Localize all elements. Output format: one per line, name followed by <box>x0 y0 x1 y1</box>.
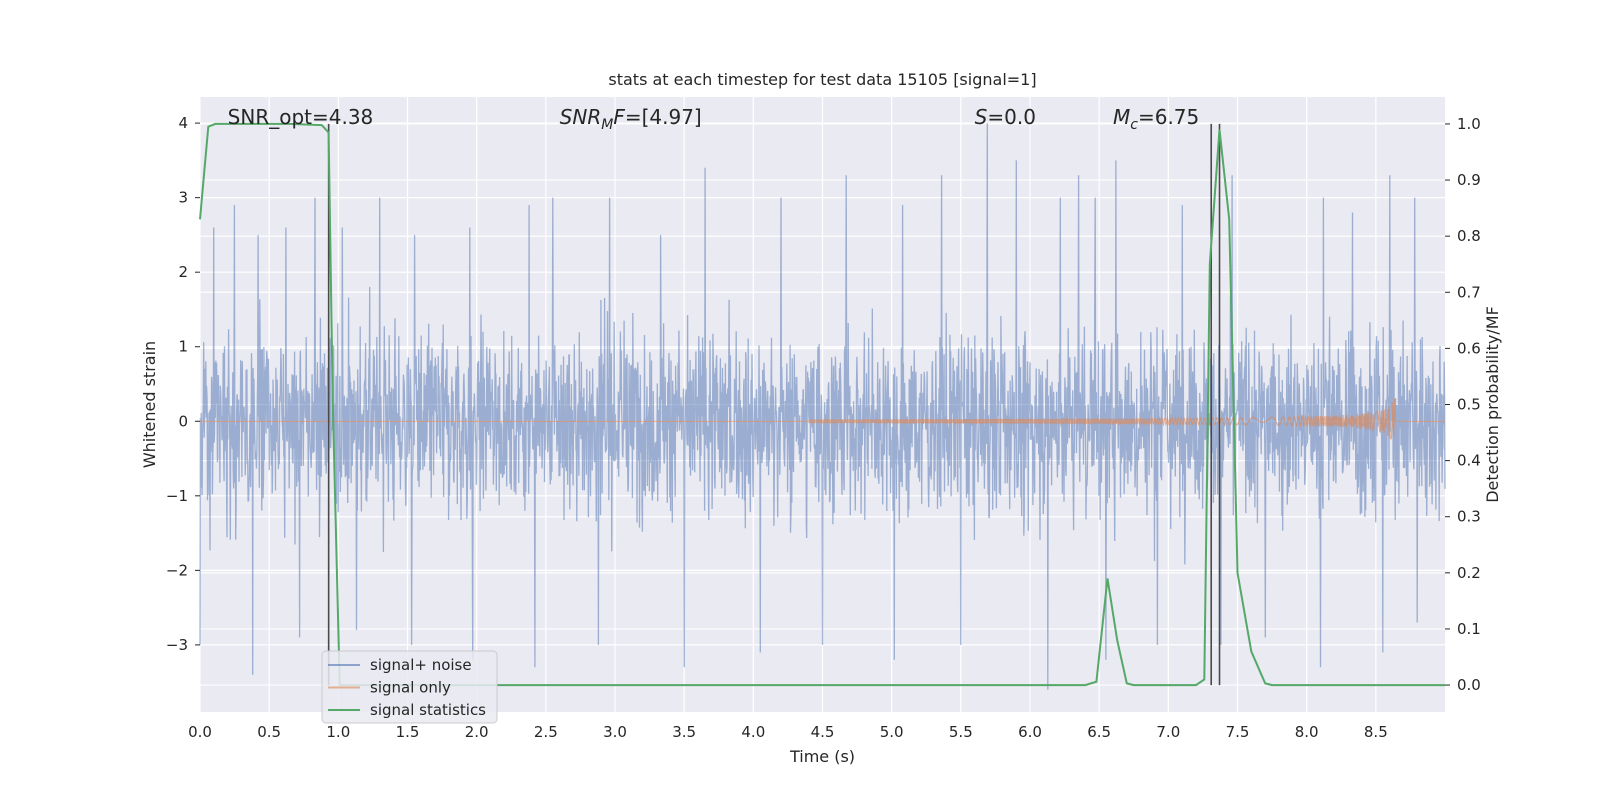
x-tick-label: 3.5 <box>672 723 696 741</box>
y2-tick-label: 0.5 <box>1457 396 1481 414</box>
y2-tick-label: 0.9 <box>1457 171 1481 189</box>
x-tick-label: 7.5 <box>1226 723 1250 741</box>
legend: signal+ noise signal only signal statistic… <box>321 650 498 724</box>
y-tick-label: 1 <box>178 338 188 356</box>
legend-entry-label: signal only <box>370 679 451 697</box>
y-tick-label: −2 <box>166 561 188 579</box>
y2-axis-ticks: 0.0 0.1 0.2 0.3 0.4 0.5 0.6 0.7 0.8 0.9 1.0 <box>1445 115 1481 694</box>
x-tick-label: 1.5 <box>396 723 420 741</box>
x-tick-label: 0.0 <box>188 723 212 741</box>
y2-tick-label: 0.7 <box>1457 283 1481 301</box>
x-tick-label: 2.5 <box>534 723 558 741</box>
x-tick-label: 1.0 <box>326 723 350 741</box>
annotation-text: S=0.0 <box>975 105 1036 129</box>
y-axis-ticks: −3 −2 −1 0 1 2 3 4 <box>166 114 200 654</box>
y-tick-label: 3 <box>178 189 188 207</box>
y2-tick-label: 0.4 <box>1457 452 1481 470</box>
y-axis-label: Whitened strain <box>140 341 159 468</box>
vertical-markers <box>327 123 1221 686</box>
noise-series <box>199 123 1446 690</box>
y-tick-label: 4 <box>178 114 188 132</box>
legend-entry-label: signal+ noise <box>370 656 472 674</box>
x-tick-label: 8.0 <box>1295 723 1319 741</box>
y2-tick-label: 0.0 <box>1457 676 1481 694</box>
y-tick-label: −3 <box>166 636 188 654</box>
x-tick-label: 2.0 <box>465 723 489 741</box>
y2-tick-label: 0.3 <box>1457 508 1481 526</box>
y2-tick-label: 0.8 <box>1457 227 1481 245</box>
y2-tick-label: 0.2 <box>1457 564 1481 582</box>
x-axis-label: Time (s) <box>789 747 855 766</box>
signal-statistics-series <box>199 122 1445 687</box>
annotation-text: Mc=6.75 <box>1113 105 1199 133</box>
annotations: SNR_opt=4.38 SNRMF=[4.97] S=0.0 Mc=6.75 <box>228 105 1200 133</box>
annotation-text: SNRMF=[4.97] <box>560 105 702 133</box>
legend-box <box>321 650 498 724</box>
x-tick-label: 5.0 <box>880 723 904 741</box>
x-tick-label: 3.0 <box>603 723 627 741</box>
signal-statistics-line <box>199 122 1445 687</box>
y2-tick-label: 0.6 <box>1457 339 1481 357</box>
y-tick-label: −1 <box>166 487 188 505</box>
signal-only-line <box>200 398 1445 441</box>
x-tick-label: 8.5 <box>1364 723 1388 741</box>
y-tick-label: 0 <box>178 412 188 430</box>
x-tick-label: 5.5 <box>949 723 973 741</box>
chart-title: stats at each timestep for test data 151… <box>608 70 1036 89</box>
x-tick-label: 0.5 <box>257 723 281 741</box>
annotation-text: SNR_opt=4.38 <box>228 105 374 129</box>
y2-axis-label: Detection probability/MF <box>1483 306 1502 503</box>
y2-tick-label: 1.0 <box>1457 115 1481 133</box>
x-tick-label: 4.5 <box>811 723 835 741</box>
signal-noise-line <box>199 123 1446 690</box>
y-tick-label: 2 <box>178 263 188 281</box>
x-axis-ticks: 0.0 0.5 1.0 1.5 2.0 2.5 3.0 3.5 4.0 4.5 5.0 5.5 6.0 6… <box>188 723 1388 741</box>
y2-tick-label: 0.1 <box>1457 620 1481 638</box>
x-tick-label: 4.0 <box>741 723 765 741</box>
x-tick-label: 7.0 <box>1156 723 1180 741</box>
x-tick-label: 6.5 <box>1087 723 1111 741</box>
signal-only-series <box>200 398 1445 441</box>
legend-entry-label: signal statistics <box>370 701 486 719</box>
x-tick-label: 6.0 <box>1018 723 1042 741</box>
